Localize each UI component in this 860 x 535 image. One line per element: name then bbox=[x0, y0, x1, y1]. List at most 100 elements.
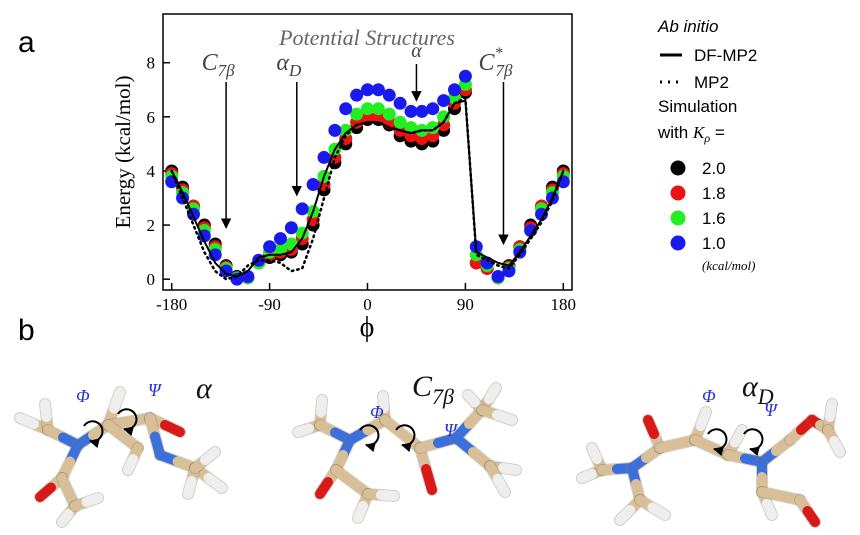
bond bbox=[592, 448, 597, 459]
bond bbox=[20, 418, 34, 424]
bond bbox=[468, 395, 475, 403]
data-point bbox=[328, 124, 341, 137]
x-tick-label: 90 bbox=[457, 295, 474, 314]
data-point bbox=[383, 108, 396, 121]
annotation: C*7β bbox=[478, 45, 513, 80]
legend-swatch bbox=[671, 161, 686, 176]
bond bbox=[298, 429, 309, 433]
data-line bbox=[172, 101, 564, 277]
annotation-sub: 7β bbox=[218, 61, 236, 80]
bond bbox=[426, 469, 432, 490]
structures: αΦΨC7βΦΨαDΦΨ bbox=[20, 370, 840, 522]
panel-label: a bbox=[18, 26, 35, 59]
x-tick-label: -90 bbox=[258, 295, 281, 314]
data-point bbox=[426, 102, 439, 115]
data-point bbox=[274, 232, 287, 245]
annotation-text: C bbox=[478, 50, 495, 76]
data-point bbox=[317, 151, 330, 164]
panel-label: b bbox=[18, 314, 35, 347]
legend-title: Ab initio bbox=[657, 17, 718, 36]
legend-swatch bbox=[671, 211, 686, 226]
bond bbox=[497, 415, 512, 420]
legend-swatch bbox=[671, 236, 686, 251]
structure-label-sub: 7β bbox=[432, 384, 454, 409]
bond bbox=[653, 508, 666, 516]
structure-label-text: α bbox=[742, 370, 759, 403]
bond bbox=[701, 412, 707, 426]
structure-label-text: C bbox=[412, 370, 433, 403]
bond bbox=[87, 498, 99, 502]
figure: a b Potential Structures ϕ Energy (kcal/… bbox=[0, 0, 860, 535]
legend-label: MP2 bbox=[694, 73, 729, 92]
legend-swatch bbox=[671, 186, 686, 201]
bond bbox=[503, 468, 516, 470]
annotation-sub: D bbox=[288, 61, 302, 80]
legend-label: 1.0 bbox=[702, 234, 726, 253]
bond bbox=[188, 481, 192, 494]
y-axis-label: Energy (kcal/mol) bbox=[111, 76, 135, 229]
bond bbox=[62, 514, 69, 522]
data-point bbox=[263, 240, 276, 253]
data-point bbox=[448, 83, 461, 96]
data-point bbox=[437, 94, 450, 107]
bond bbox=[45, 404, 47, 417]
legend-label: 1.8 bbox=[702, 184, 726, 203]
y-tick-label: 0 bbox=[147, 270, 156, 289]
bond bbox=[808, 511, 816, 522]
legend-unit: (kcal/mol) bbox=[702, 258, 755, 273]
bond bbox=[620, 510, 630, 520]
phi-label: Φ bbox=[702, 386, 716, 406]
bond bbox=[205, 452, 215, 460]
bond bbox=[358, 506, 363, 518]
data-point bbox=[296, 202, 309, 215]
annotation: α bbox=[411, 40, 422, 62]
bond bbox=[321, 400, 322, 413]
x-tick-label: 180 bbox=[551, 295, 577, 314]
bond bbox=[128, 459, 133, 470]
bond bbox=[320, 482, 328, 494]
legend-title: with Kρ = bbox=[657, 123, 725, 146]
legend-label: DF-MP2 bbox=[694, 46, 757, 65]
bond bbox=[498, 479, 506, 492]
data-point bbox=[285, 221, 298, 234]
x-tick-label: -180 bbox=[156, 295, 187, 314]
structure-label: C7β bbox=[412, 370, 454, 409]
psi-label: Ψ bbox=[764, 400, 779, 420]
y-tick-label: 4 bbox=[147, 162, 156, 181]
dihedral-arrow bbox=[744, 429, 762, 449]
phi-label: Φ bbox=[76, 386, 90, 406]
psi-label: Ψ bbox=[148, 380, 163, 400]
annotation-text: α bbox=[411, 40, 422, 62]
bond bbox=[381, 495, 394, 496]
annotation-text: α bbox=[276, 50, 289, 76]
x-tick-label: 0 bbox=[363, 295, 372, 314]
data-point bbox=[383, 89, 396, 102]
y-tick-label: 2 bbox=[147, 216, 156, 235]
x-axis-label: ϕ bbox=[360, 312, 375, 343]
plot-frame bbox=[163, 14, 572, 290]
bond bbox=[582, 474, 592, 478]
bond bbox=[489, 388, 496, 399]
annotation: C7β bbox=[202, 50, 236, 80]
bond bbox=[114, 392, 120, 409]
bond bbox=[834, 441, 840, 452]
bond bbox=[165, 425, 180, 432]
structure-label: α bbox=[196, 372, 213, 405]
legend-title: Simulation bbox=[658, 97, 737, 116]
data-point bbox=[307, 178, 320, 191]
legend-label: 2.0 bbox=[702, 159, 726, 178]
annotation: αD bbox=[276, 50, 302, 80]
data-point bbox=[459, 70, 472, 83]
annotation-sub: 7β bbox=[495, 61, 512, 80]
annotation-sup: * bbox=[494, 45, 502, 62]
y-tick-label: 8 bbox=[147, 54, 156, 73]
bond bbox=[830, 404, 832, 417]
legend-label: 1.6 bbox=[702, 209, 726, 228]
phi-label: Φ bbox=[370, 402, 384, 422]
data-point bbox=[415, 105, 428, 118]
bond bbox=[735, 430, 742, 443]
data-point bbox=[339, 102, 352, 115]
data-point bbox=[394, 97, 407, 110]
structure-label-text: α bbox=[196, 372, 213, 405]
